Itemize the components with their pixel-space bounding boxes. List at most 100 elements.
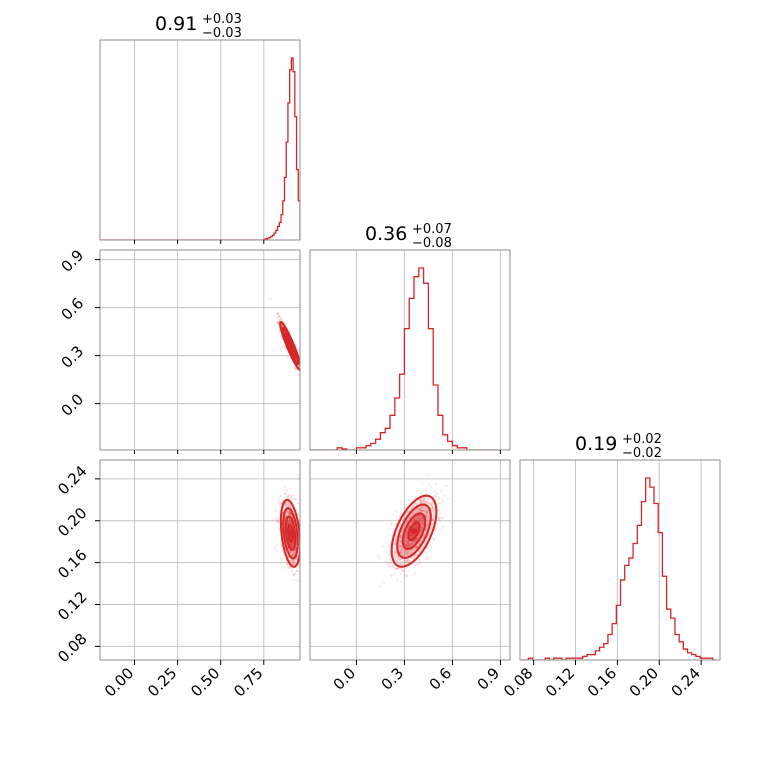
sample-point: [288, 566, 292, 569]
sample-point: [290, 545, 293, 549]
sample-point: [285, 510, 288, 513]
sample-point: [405, 566, 409, 569]
sample-point: [394, 553, 398, 556]
sample-point: [386, 558, 390, 561]
sample-point: [286, 511, 289, 514]
sample-point: [400, 534, 403, 537]
sample-point: [300, 368, 302, 370]
sample-point: [291, 567, 294, 571]
sample-point: [273, 546, 277, 549]
sample-point: [423, 550, 426, 553]
joint-panel-0-2: [99, 459, 307, 661]
sample-point: [274, 518, 278, 521]
sample-point: [431, 522, 434, 526]
sample-point: [292, 551, 295, 554]
sample-point: [409, 552, 412, 555]
sample-point: [429, 526, 432, 530]
sample-point: [288, 520, 291, 523]
x-tick-label: 0.08: [500, 664, 536, 700]
sample-point: [405, 553, 408, 556]
sample-point: [284, 489, 288, 492]
sample-point: [421, 505, 424, 509]
sample-point: [288, 503, 291, 506]
sample-point: [292, 543, 295, 546]
sample-point: [305, 373, 307, 375]
sample-point: [430, 502, 433, 506]
sample-point: [405, 549, 409, 552]
sample-point: [292, 560, 295, 563]
sample-point: [418, 517, 421, 520]
sample-point: [405, 544, 409, 548]
sample-point: [420, 501, 423, 504]
sample-point: [290, 559, 293, 563]
sample-point: [415, 510, 418, 514]
sample-point: [301, 548, 303, 550]
sample-point: [276, 320, 279, 324]
sample-point: [278, 500, 281, 503]
sample-point: [289, 521, 293, 525]
sample-point: [400, 512, 403, 515]
sample-point: [412, 520, 415, 523]
sample-point: [411, 541, 414, 544]
sample-point: [431, 518, 435, 521]
sample-point: [294, 548, 297, 551]
sample-point: [400, 546, 403, 549]
sample-point: [288, 511, 291, 515]
sample-point: [281, 346, 284, 349]
sample-point: [401, 570, 404, 573]
y-tick-label: 0.24: [54, 462, 90, 498]
x-tick-label: 0.00: [101, 664, 137, 700]
sample-point: [425, 528, 428, 531]
y-tick-label: 0.9: [58, 246, 88, 276]
sample-point: [406, 540, 410, 543]
sample-point: [427, 556, 430, 559]
sample-point: [397, 555, 400, 558]
sample-point: [405, 519, 408, 523]
sample-point: [277, 321, 280, 325]
sample-point: [407, 499, 411, 502]
sample-point: [394, 549, 397, 552]
sample-point: [412, 511, 415, 514]
sample-point: [406, 559, 409, 562]
sample-point: [413, 502, 416, 505]
sample-point: [419, 530, 422, 533]
sample-point: [405, 535, 408, 538]
sample-point: [422, 509, 425, 512]
x-tick-label: 0.3: [378, 664, 408, 694]
sample-point: [292, 561, 295, 564]
sample-point: [400, 550, 404, 554]
sample-point: [422, 518, 425, 521]
sample-point: [283, 486, 287, 489]
sample-point: [296, 570, 299, 573]
sample-point: [278, 319, 281, 322]
sample-point: [405, 531, 409, 534]
sample-point: [406, 569, 410, 572]
sample-point: [417, 517, 420, 520]
sample-point: [440, 501, 443, 504]
title-minus-error: −0.02: [622, 446, 662, 461]
sample-point: [386, 565, 390, 568]
joint-marks: [268, 297, 307, 377]
sample-point: [425, 557, 428, 560]
sample-point: [425, 526, 428, 529]
sample-point: [408, 524, 411, 527]
sample-point: [446, 497, 450, 500]
sample-point: [289, 512, 292, 515]
sample-point: [405, 543, 408, 546]
sample-point: [430, 503, 433, 507]
sample-point: [390, 523, 393, 526]
sample-point: [442, 517, 445, 520]
sample-point: [288, 566, 291, 570]
sample-point: [291, 544, 294, 547]
y-tick-label: 0.6: [58, 294, 88, 324]
sample-point: [424, 551, 427, 555]
sample-point: [283, 492, 286, 495]
sample-point: [406, 560, 409, 563]
sample-point: [408, 545, 411, 548]
sample-point: [278, 314, 281, 317]
sample-point: [415, 517, 419, 520]
sample-point: [305, 544, 307, 546]
sample-point: [422, 509, 425, 512]
title-plus-error: +0.07: [412, 222, 452, 237]
sample-point: [276, 320, 279, 323]
